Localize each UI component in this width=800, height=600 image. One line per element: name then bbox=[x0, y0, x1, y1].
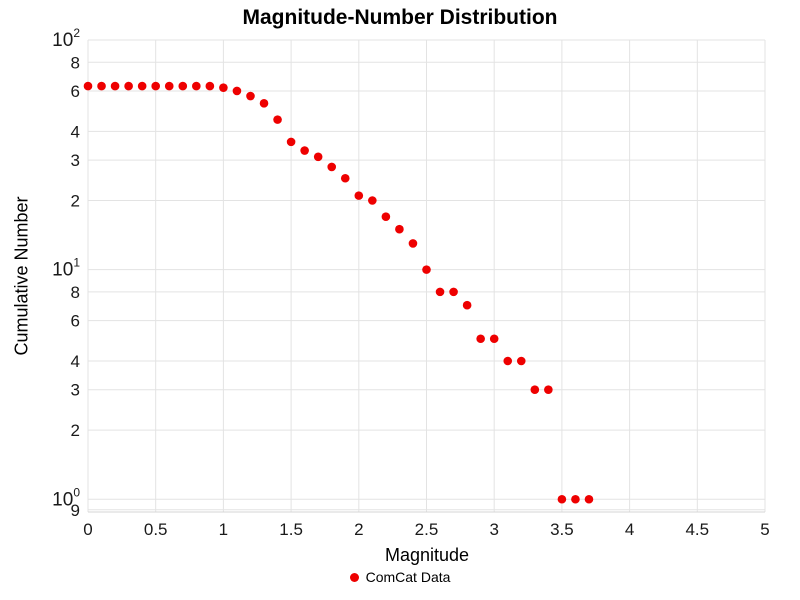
y-axis-title: Cumulative Number bbox=[11, 196, 32, 356]
data-point[interactable] bbox=[571, 494, 580, 504]
data-point[interactable] bbox=[219, 83, 228, 92]
data-point[interactable] bbox=[449, 287, 458, 297]
y-tick-label: 6 bbox=[71, 82, 80, 101]
data-point[interactable] bbox=[97, 81, 106, 91]
data-point[interactable] bbox=[313, 152, 323, 162]
x-tick-label: 3 bbox=[489, 520, 498, 539]
chart-title: Magnitude-Number Distribution bbox=[242, 6, 558, 29]
x-tick-label: 3.5 bbox=[550, 520, 574, 539]
y-tick-label: 100 bbox=[52, 485, 80, 510]
data-point[interactable] bbox=[151, 81, 160, 91]
data-point[interactable] bbox=[124, 81, 133, 91]
data-point[interactable] bbox=[368, 196, 377, 205]
y-tick-label: 102 bbox=[52, 26, 80, 51]
data-point[interactable] bbox=[192, 81, 201, 91]
y-tick-label: 4 bbox=[71, 352, 80, 371]
data-point[interactable] bbox=[476, 334, 485, 344]
y-tick-label: 6 bbox=[71, 312, 80, 331]
data-point[interactable] bbox=[381, 212, 391, 222]
data-point[interactable] bbox=[354, 191, 364, 200]
data-point[interactable] bbox=[273, 115, 282, 124]
y-tick-label: 2 bbox=[71, 192, 80, 211]
x-tick-label: 0.5 bbox=[144, 520, 168, 539]
x-tick-label: 2 bbox=[354, 520, 363, 539]
y-tick-label: 4 bbox=[71, 122, 80, 141]
data-point[interactable] bbox=[110, 81, 120, 91]
y-tick-label: 3 bbox=[71, 381, 80, 400]
y-tick-label: 101 bbox=[52, 256, 80, 281]
x-tick-label: 2.5 bbox=[415, 520, 439, 539]
x-tick-label: 0 bbox=[83, 520, 92, 539]
legend-label: ComCat Data bbox=[365, 569, 451, 585]
data-point[interactable] bbox=[489, 334, 499, 344]
data-point[interactable] bbox=[544, 385, 553, 394]
y-tick-label: 3 bbox=[71, 151, 80, 170]
data-point[interactable] bbox=[286, 137, 296, 147]
data-point[interactable] bbox=[246, 91, 255, 101]
data-point[interactable] bbox=[516, 356, 526, 366]
data-point[interactable] bbox=[408, 239, 418, 248]
y-tick-label: 2 bbox=[71, 421, 80, 440]
x-tick-label: 4 bbox=[625, 520, 634, 539]
data-point[interactable] bbox=[83, 81, 93, 91]
data-point[interactable] bbox=[462, 300, 472, 310]
data-point[interactable] bbox=[300, 146, 309, 155]
data-point[interactable] bbox=[340, 173, 350, 183]
y-tick-label: 8 bbox=[71, 283, 80, 302]
data-point[interactable] bbox=[259, 99, 269, 108]
x-tick-label: 1.5 bbox=[279, 520, 303, 539]
y-tick-label: 8 bbox=[71, 53, 80, 72]
data-point[interactable] bbox=[422, 265, 431, 274]
data-point[interactable] bbox=[327, 162, 337, 172]
data-point[interactable] bbox=[395, 224, 404, 234]
x-axis-title: Magnitude bbox=[384, 545, 470, 565]
data-point[interactable] bbox=[530, 385, 540, 394]
x-tick-label: 1 bbox=[219, 520, 228, 539]
data-point[interactable] bbox=[503, 356, 513, 366]
data-point[interactable] bbox=[557, 494, 567, 504]
y-tick-label: 9 bbox=[71, 501, 80, 520]
data-point[interactable] bbox=[178, 81, 188, 91]
x-tick-label: 4.5 bbox=[685, 520, 709, 539]
data-point[interactable] bbox=[164, 81, 174, 91]
legend-item-comcat[interactable]: ComCat Data bbox=[0, 569, 800, 585]
data-point[interactable] bbox=[205, 81, 215, 91]
legend-marker-icon bbox=[349, 572, 359, 582]
x-tick-label: 5 bbox=[760, 520, 769, 539]
data-point[interactable] bbox=[435, 287, 445, 297]
data-point[interactable] bbox=[137, 81, 147, 91]
data-point[interactable] bbox=[232, 86, 242, 96]
data-point[interactable] bbox=[584, 494, 594, 504]
